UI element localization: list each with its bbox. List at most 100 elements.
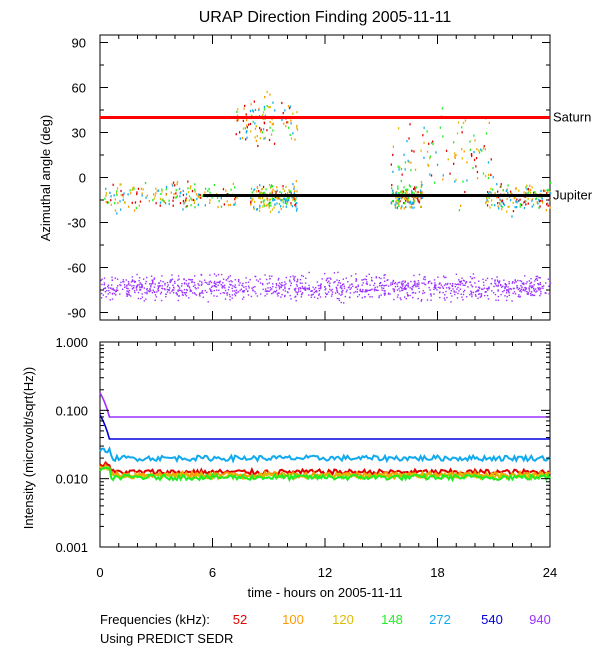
data-point <box>253 189 255 192</box>
data-point <box>340 301 342 304</box>
data-point <box>326 278 328 280</box>
data-point <box>263 202 265 205</box>
data-point <box>414 284 416 286</box>
data-point <box>278 277 280 280</box>
data-point <box>490 282 492 285</box>
data-point <box>235 292 238 294</box>
data-point <box>545 209 547 212</box>
data-point <box>172 199 174 202</box>
data-point <box>392 288 394 290</box>
data-point <box>206 291 208 293</box>
data-point <box>241 137 243 140</box>
data-point <box>533 284 535 286</box>
data-point <box>235 286 237 289</box>
data-point <box>518 287 521 290</box>
data-point <box>536 201 538 204</box>
data-point <box>153 278 155 280</box>
data-point <box>417 280 420 282</box>
data-point <box>278 282 281 284</box>
data-point <box>225 189 227 192</box>
data-point <box>201 291 203 293</box>
data-point <box>523 282 525 284</box>
data-point <box>224 289 227 292</box>
data-point <box>469 140 471 143</box>
data-point <box>158 286 160 289</box>
data-point <box>470 284 472 286</box>
y-tick-label: 0.100 <box>55 403 88 418</box>
data-point <box>348 286 350 288</box>
data-point <box>477 297 479 300</box>
data-point <box>445 290 447 293</box>
data-point <box>355 278 357 280</box>
data-point <box>201 281 203 283</box>
data-point <box>331 291 334 293</box>
data-point <box>170 280 173 282</box>
data-point <box>170 279 172 281</box>
data-point <box>267 290 269 292</box>
data-point <box>155 202 157 205</box>
data-point <box>261 282 264 285</box>
data-point <box>116 212 118 215</box>
data-point <box>459 282 462 284</box>
data-point <box>166 288 168 291</box>
data-point <box>146 293 148 295</box>
data-point <box>122 281 124 283</box>
data-point <box>443 276 446 279</box>
data-point <box>247 294 250 296</box>
data-point <box>531 199 533 202</box>
data-point <box>135 287 137 289</box>
data-point <box>113 289 115 291</box>
data-point <box>103 284 105 286</box>
data-point <box>152 199 154 202</box>
data-point <box>106 289 108 292</box>
data-point <box>337 271 339 274</box>
data-point <box>265 278 268 281</box>
data-point <box>383 290 385 292</box>
data-point <box>175 196 178 199</box>
data-point <box>518 189 520 192</box>
data-point <box>410 161 412 164</box>
data-point <box>502 202 505 205</box>
data-point <box>273 206 275 209</box>
data-point <box>444 294 446 296</box>
data-point <box>308 271 310 274</box>
data-point <box>439 296 441 299</box>
data-point <box>178 278 180 280</box>
data-point <box>294 138 296 141</box>
data-point <box>290 190 292 193</box>
data-point <box>289 294 291 297</box>
data-point <box>406 292 408 294</box>
data-point <box>412 286 414 288</box>
data-point <box>355 273 357 275</box>
data-point <box>242 290 244 292</box>
data-point <box>549 191 551 194</box>
data-point <box>456 132 459 135</box>
data-point <box>129 284 131 286</box>
data-point <box>112 292 114 295</box>
data-point <box>441 286 444 288</box>
data-point <box>519 203 522 206</box>
data-point <box>213 282 215 284</box>
data-point <box>193 188 196 191</box>
data-point <box>491 278 493 280</box>
data-point <box>437 276 439 278</box>
data-point <box>506 210 508 213</box>
data-point <box>531 198 533 201</box>
data-point <box>211 290 213 293</box>
data-point <box>208 283 211 285</box>
data-point <box>316 291 318 293</box>
data-point <box>530 278 532 280</box>
data-point <box>113 194 115 197</box>
data-point <box>515 200 517 203</box>
data-point <box>397 294 399 296</box>
data-point <box>281 101 283 105</box>
data-point <box>131 285 133 287</box>
data-point <box>525 287 527 289</box>
data-point <box>172 292 175 294</box>
data-point <box>339 286 342 289</box>
data-point <box>187 191 190 194</box>
data-point <box>540 293 542 295</box>
data-point <box>408 196 410 199</box>
data-point <box>518 294 520 296</box>
data-point <box>218 282 221 284</box>
